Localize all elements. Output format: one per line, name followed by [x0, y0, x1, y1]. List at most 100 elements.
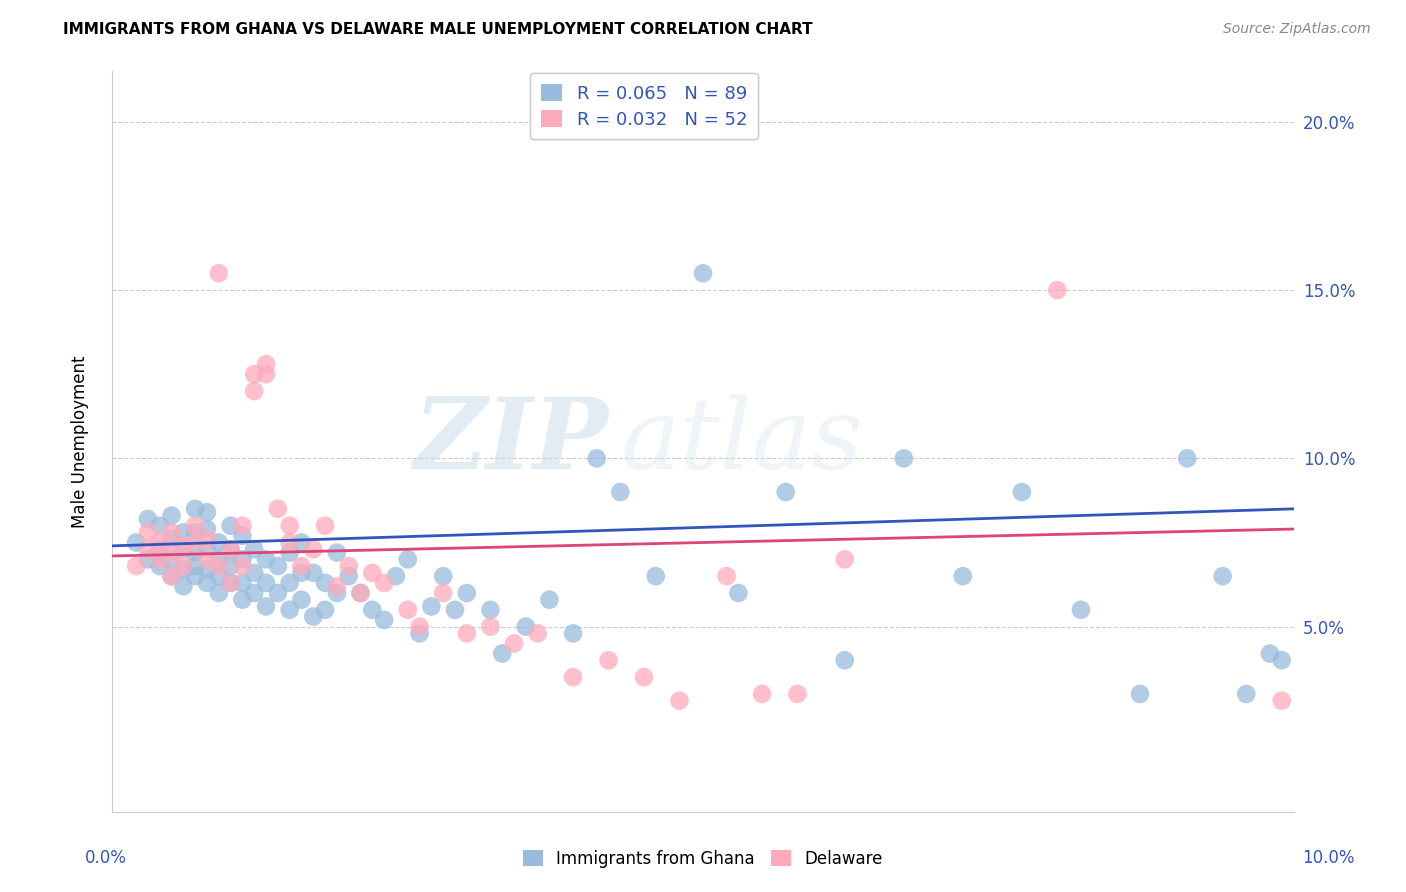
Point — [396, 552, 419, 566]
Point — [349, 586, 371, 600]
Legend: Immigrants from Ghana, Delaware: Immigrants from Ghana, Delaware — [516, 844, 890, 875]
Point — [302, 542, 325, 557]
Point — [243, 586, 266, 600]
Point — [254, 552, 277, 566]
Point — [278, 603, 301, 617]
Point — [136, 542, 159, 557]
Point — [219, 542, 242, 557]
Point — [160, 546, 183, 560]
Point — [231, 592, 253, 607]
Point — [243, 384, 266, 398]
Text: 10.0%: 10.0% — [1302, 849, 1355, 867]
Point — [1011, 485, 1033, 500]
Point — [1271, 694, 1294, 708]
Point — [786, 687, 808, 701]
Point — [1234, 687, 1257, 701]
Text: Source: ZipAtlas.com: Source: ZipAtlas.com — [1223, 22, 1371, 37]
Y-axis label: Male Unemployment: Male Unemployment — [70, 355, 89, 528]
Point — [432, 586, 454, 600]
Point — [208, 266, 231, 280]
Point — [195, 575, 218, 590]
Point — [267, 501, 290, 516]
Point — [538, 592, 561, 607]
Point — [385, 569, 408, 583]
Point — [184, 546, 207, 560]
Point — [361, 603, 384, 617]
Legend: R = 0.065   N = 89, R = 0.032   N = 52: R = 0.065 N = 89, R = 0.032 N = 52 — [530, 73, 758, 139]
Point — [408, 619, 430, 633]
Point — [420, 599, 443, 614]
Point — [326, 579, 349, 593]
Point — [184, 501, 207, 516]
Point — [219, 542, 242, 557]
Point — [208, 586, 231, 600]
Point — [160, 552, 183, 566]
Point — [479, 619, 502, 633]
Point — [219, 575, 242, 590]
Point — [373, 613, 395, 627]
Point — [302, 609, 325, 624]
Point — [195, 505, 218, 519]
Point — [219, 559, 242, 574]
Point — [184, 518, 207, 533]
Point — [149, 559, 172, 574]
Point — [219, 575, 242, 590]
Point — [195, 532, 218, 546]
Point — [219, 518, 242, 533]
Point — [349, 586, 371, 600]
Point — [195, 542, 218, 557]
Point — [149, 535, 172, 549]
Point — [834, 653, 856, 667]
Point — [267, 586, 290, 600]
Point — [893, 451, 915, 466]
Point — [184, 569, 207, 583]
Point — [727, 586, 749, 600]
Point — [195, 562, 218, 576]
Point — [609, 485, 631, 500]
Point — [361, 566, 384, 580]
Point — [278, 546, 301, 560]
Point — [195, 522, 218, 536]
Point — [267, 559, 290, 574]
Point — [775, 485, 797, 500]
Point — [1070, 603, 1092, 617]
Point — [314, 575, 336, 590]
Point — [160, 569, 183, 583]
Point — [136, 525, 159, 540]
Point — [326, 586, 349, 600]
Point — [136, 552, 159, 566]
Point — [160, 532, 183, 546]
Point — [1046, 283, 1069, 297]
Point — [184, 559, 207, 574]
Point — [598, 653, 620, 667]
Point — [515, 619, 537, 633]
Point — [278, 575, 301, 590]
Point — [503, 636, 526, 650]
Point — [337, 559, 360, 574]
Point — [1271, 653, 1294, 667]
Point — [644, 569, 666, 583]
Point — [184, 535, 207, 549]
Point — [172, 562, 194, 576]
Point — [456, 586, 478, 600]
Point — [254, 599, 277, 614]
Point — [432, 569, 454, 583]
Point — [408, 626, 430, 640]
Point — [834, 552, 856, 566]
Point — [716, 569, 738, 583]
Point — [444, 603, 467, 617]
Point — [208, 569, 231, 583]
Point — [160, 569, 183, 583]
Point — [172, 539, 194, 553]
Point — [396, 603, 419, 617]
Point — [172, 542, 194, 557]
Point — [254, 575, 277, 590]
Point — [326, 546, 349, 560]
Point — [373, 575, 395, 590]
Point — [314, 518, 336, 533]
Point — [302, 566, 325, 580]
Point — [184, 525, 207, 540]
Point — [314, 603, 336, 617]
Text: atlas: atlas — [620, 394, 863, 489]
Point — [243, 368, 266, 382]
